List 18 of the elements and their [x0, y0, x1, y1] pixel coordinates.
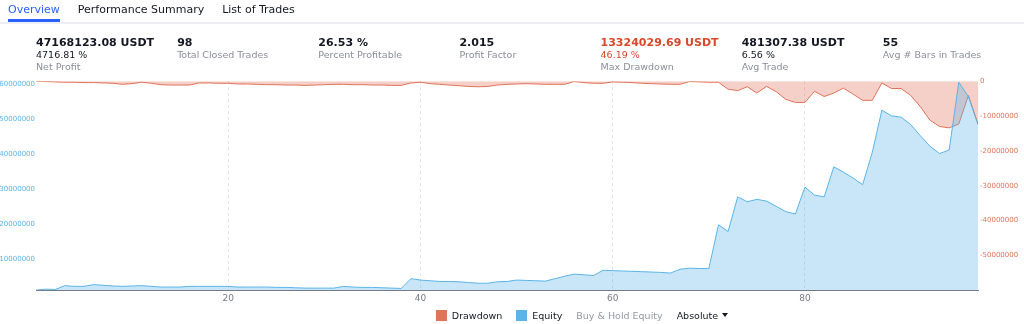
text: Absolute: [676, 309, 719, 321]
text: 98 Total Closed Trades: [177, 36, 270, 61]
text: 13324029.69 USDT 46.19 % Max Drawdown: [600, 36, 720, 73]
x-tick-label: 20: [222, 292, 235, 303]
text: List of Trades: [222, 2, 295, 18]
text: Performance Summary: [77, 2, 205, 18]
text: 47168123.08 USDT 4716.81 % Net Profit: [36, 36, 156, 73]
text: 55 Avg # Bars in Trades: [882, 36, 983, 61]
legend-label: Equity: [532, 309, 563, 321]
legend-label: Drawdown: [451, 309, 503, 321]
text: Overview: [8, 0, 60, 22]
text: Buy & Hold Equity: [576, 309, 663, 321]
text: 481307.38 USDT 6.56 % Avg Trade: [741, 36, 846, 73]
x-tick-label: 80: [799, 292, 811, 303]
x-tick-label: 60: [607, 292, 619, 303]
x-tick-label: 40: [414, 292, 427, 303]
text: 26.53 % Percent Profitable: [318, 36, 404, 61]
text: 2.015 Profit Factor: [459, 36, 518, 61]
